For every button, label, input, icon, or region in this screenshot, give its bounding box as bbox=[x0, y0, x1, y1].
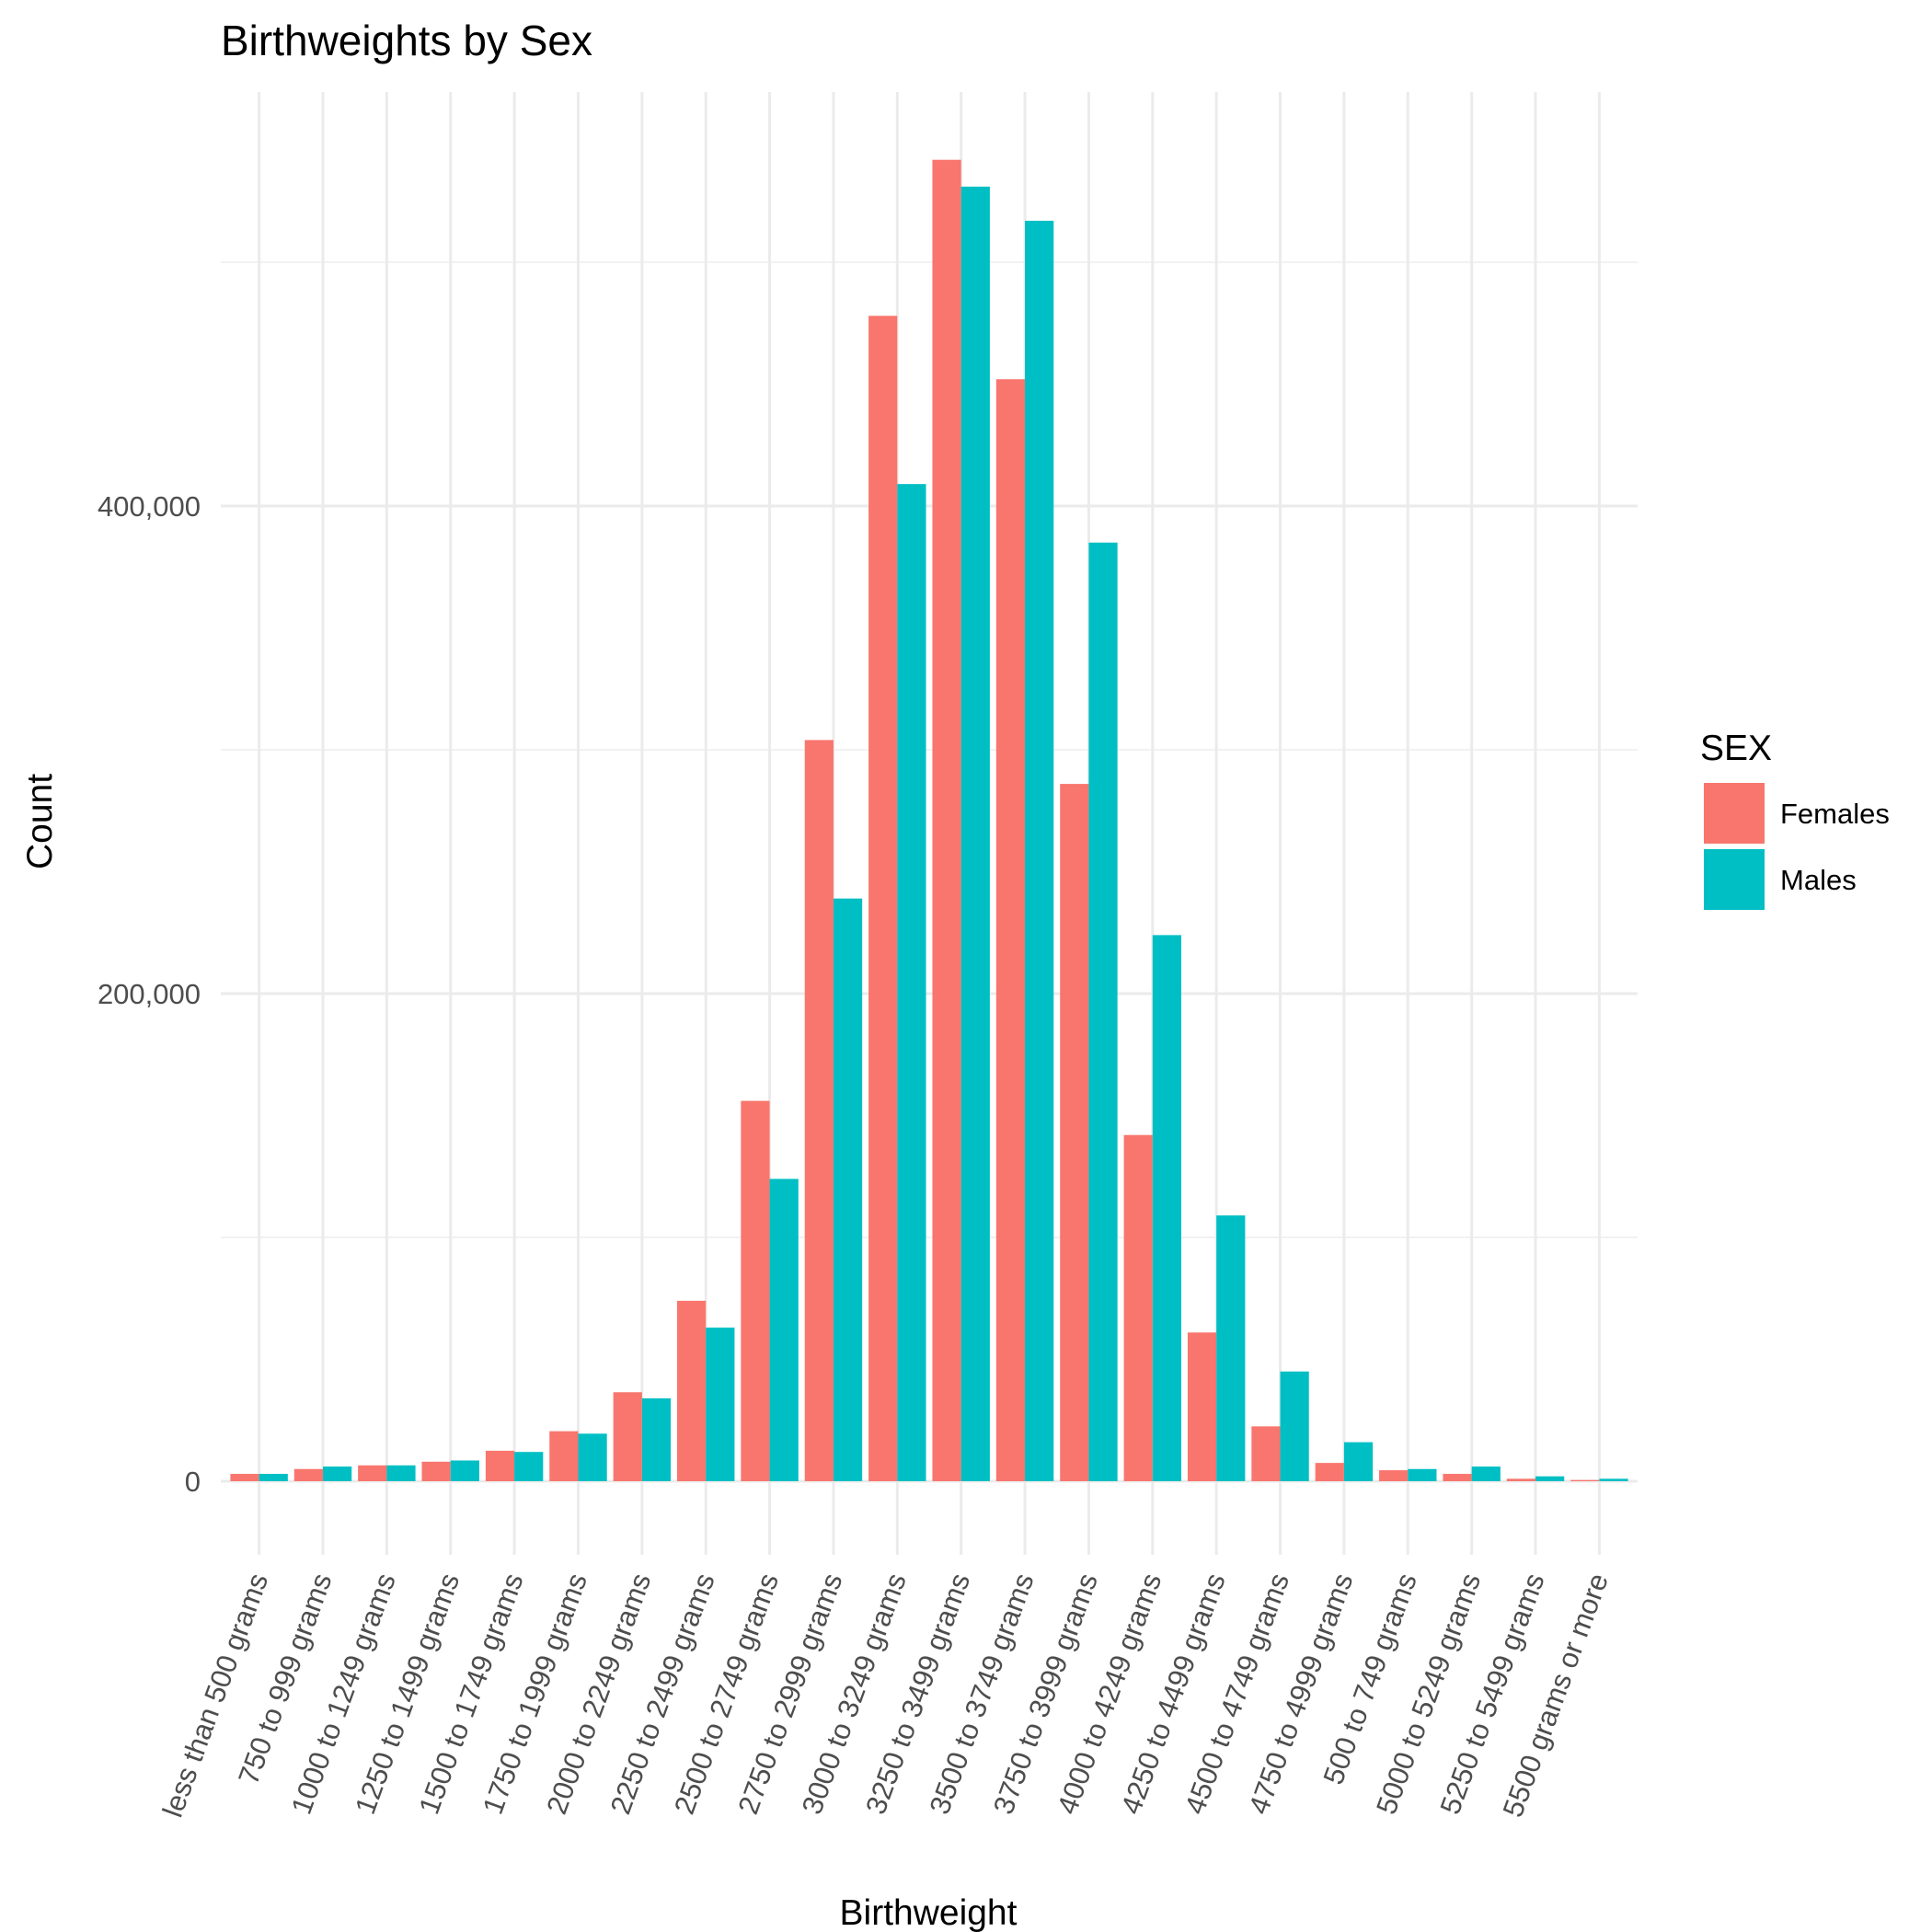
bar-females-15 bbox=[1187, 1332, 1217, 1481]
bar-males-0 bbox=[259, 1474, 288, 1481]
bar-males-13 bbox=[1088, 542, 1118, 1481]
x-axis-title: Birthweight bbox=[840, 1893, 1018, 1932]
bar-males-9 bbox=[833, 898, 863, 1481]
bar-females-0 bbox=[230, 1474, 259, 1481]
bar-males-21 bbox=[1599, 1478, 1628, 1481]
y-axis-ticks: 0 200,000 400,000 bbox=[98, 490, 201, 1498]
bar-males-12 bbox=[1025, 220, 1054, 1482]
bar-females-16 bbox=[1251, 1426, 1281, 1482]
bar-males-6 bbox=[641, 1397, 672, 1481]
bar-males-7 bbox=[706, 1328, 735, 1481]
y-axis-title: Count bbox=[20, 774, 60, 869]
bar-males-14 bbox=[1152, 935, 1182, 1481]
bar-females-14 bbox=[1123, 1134, 1153, 1481]
bar-females-12 bbox=[995, 379, 1026, 1482]
legend-key-females bbox=[1704, 783, 1765, 844]
bar-males-2 bbox=[386, 1465, 416, 1481]
chart-title: Birthweights by Sex bbox=[221, 17, 592, 64]
bar-females-3 bbox=[421, 1461, 451, 1481]
bar-males-10 bbox=[897, 484, 926, 1481]
bar-females-13 bbox=[1060, 784, 1089, 1481]
bar-females-18 bbox=[1379, 1470, 1409, 1481]
bar-males-1 bbox=[322, 1466, 352, 1481]
bar-females-10 bbox=[868, 316, 898, 1481]
bar-males-8 bbox=[769, 1179, 799, 1481]
bar-males-4 bbox=[514, 1452, 544, 1481]
bar-females-9 bbox=[804, 740, 834, 1481]
bar-males-19 bbox=[1471, 1466, 1501, 1481]
bar-males-20 bbox=[1535, 1476, 1565, 1481]
bar-females-17 bbox=[1315, 1463, 1344, 1482]
legend-title: SEX bbox=[1700, 729, 1772, 768]
bar-males-18 bbox=[1408, 1468, 1437, 1481]
bar-females-11 bbox=[932, 159, 961, 1482]
legend-label-females: Females bbox=[1780, 798, 1890, 830]
bar-females-2 bbox=[358, 1465, 387, 1481]
legend: SEX Females Males bbox=[1700, 729, 1890, 910]
bar-females-5 bbox=[549, 1431, 579, 1481]
legend-key-males bbox=[1704, 849, 1765, 910]
bar-males-15 bbox=[1216, 1215, 1246, 1481]
bar-females-20 bbox=[1506, 1478, 1536, 1481]
bar-males-5 bbox=[578, 1433, 607, 1481]
bar-females-1 bbox=[293, 1468, 323, 1481]
y-tick-label: 400,000 bbox=[98, 490, 201, 523]
bar-males-3 bbox=[450, 1460, 479, 1481]
bars bbox=[230, 159, 1628, 1482]
bar-females-4 bbox=[485, 1450, 515, 1482]
bar-females-21 bbox=[1570, 1479, 1600, 1481]
bar-females-19 bbox=[1443, 1474, 1472, 1481]
bar-females-8 bbox=[741, 1100, 770, 1481]
bar-males-17 bbox=[1343, 1442, 1374, 1481]
bar-females-6 bbox=[613, 1392, 642, 1481]
grid-lines bbox=[221, 92, 1638, 1555]
bar-males-11 bbox=[960, 186, 990, 1482]
bar-females-7 bbox=[676, 1300, 707, 1481]
legend-label-males: Males bbox=[1780, 864, 1857, 896]
y-tick-label: 0 bbox=[185, 1466, 201, 1498]
y-tick-label: 200,000 bbox=[98, 978, 201, 1010]
bar-males-16 bbox=[1280, 1371, 1309, 1481]
